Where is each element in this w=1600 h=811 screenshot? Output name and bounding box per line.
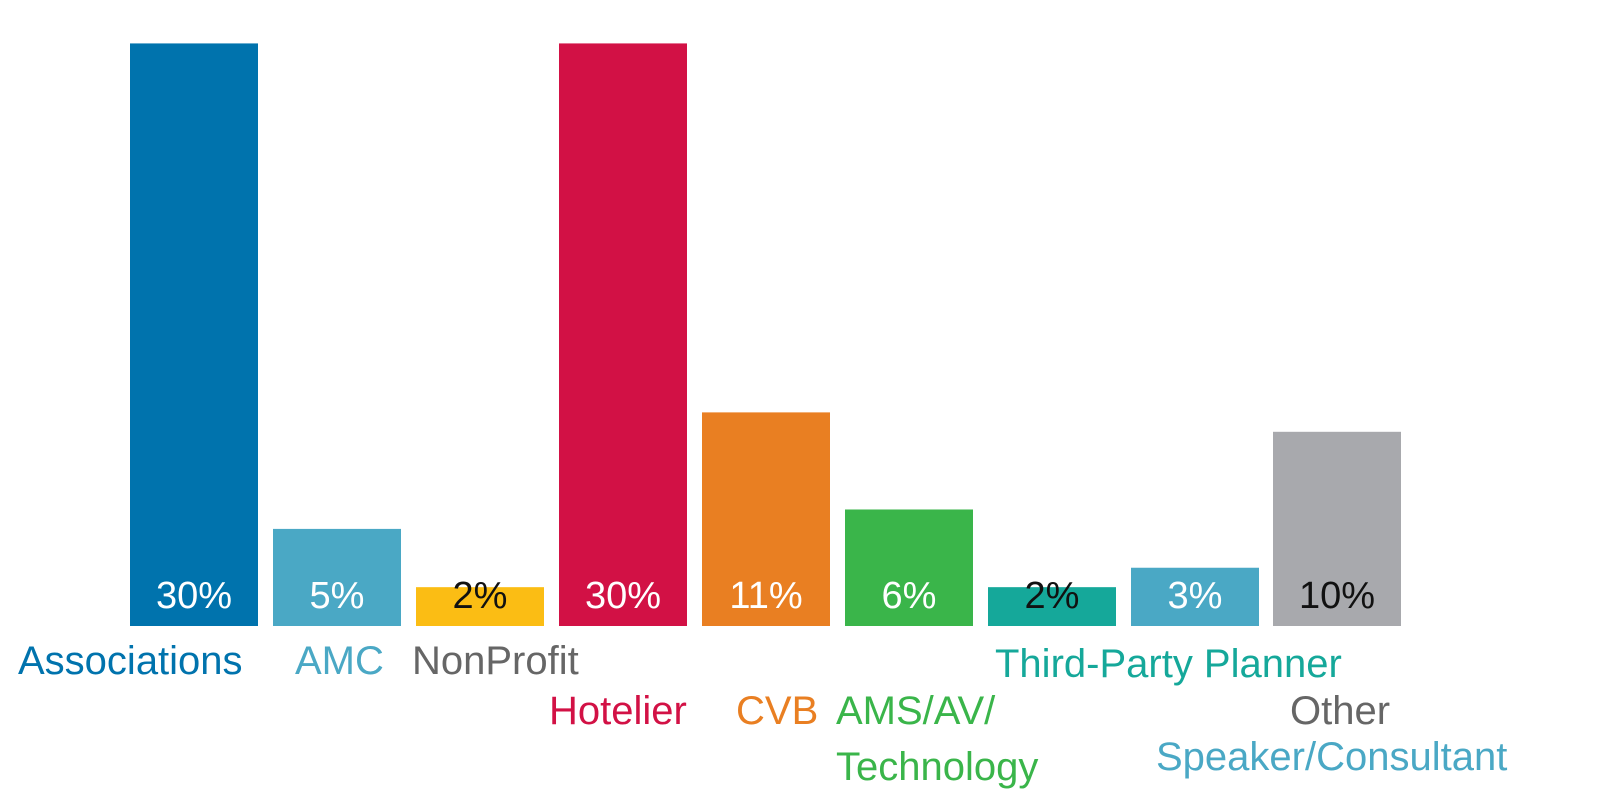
category-label-9: Other	[1290, 689, 1390, 733]
category-label-3: NonProfit	[412, 639, 579, 683]
value-label-9: 10%	[1299, 575, 1375, 617]
bar-2	[273, 528, 401, 626]
value-label-2: 5%	[310, 575, 365, 617]
category-label-7: Third-Party Planner	[995, 642, 1342, 686]
bar-7	[988, 587, 1116, 626]
category-label-2: AMC	[295, 639, 384, 683]
bar-6	[845, 509, 973, 626]
bar-1	[130, 43, 258, 626]
value-label-3: 2%	[453, 575, 508, 617]
category-label-8: Speaker/Consultant	[1156, 735, 1507, 779]
value-label-6: 6%	[882, 575, 937, 617]
category-label-6-line-2: Technology	[836, 745, 1038, 789]
category-label-6-line-1: AMS/AV/	[836, 689, 996, 733]
bar-3	[416, 587, 544, 626]
bar-8	[1131, 567, 1259, 626]
value-label-4: 30%	[585, 575, 661, 617]
value-label-7: 2%	[1025, 575, 1080, 617]
value-label-1: 30%	[156, 575, 232, 617]
value-label-8: 3%	[1168, 575, 1223, 617]
bar-5	[702, 412, 830, 626]
category-label-4: Hotelier	[549, 689, 687, 733]
value-label-5: 11%	[729, 575, 802, 617]
bar-4	[559, 43, 687, 626]
category-label-1: Associations	[18, 639, 243, 683]
category-label-5: CVB	[736, 689, 818, 733]
bar-9	[1273, 431, 1401, 626]
